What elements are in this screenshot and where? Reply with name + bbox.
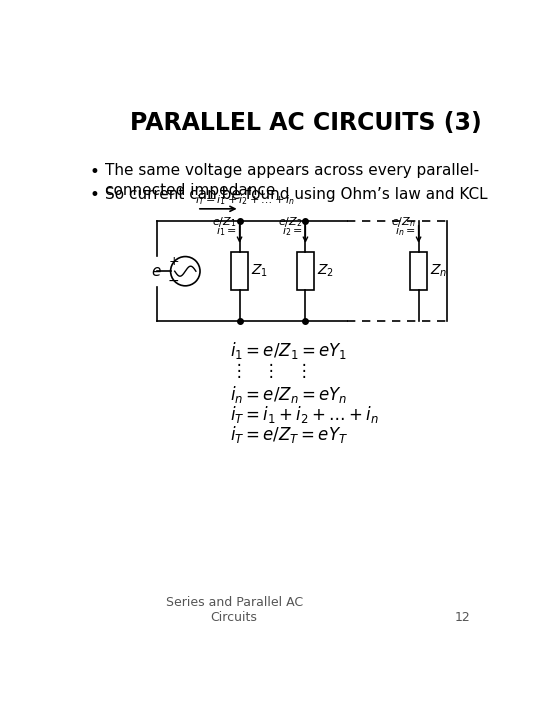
Text: $i_2 =$: $i_2 =$ [282, 224, 302, 238]
Text: −: − [168, 274, 179, 288]
Text: So current can be found using Ohm’s law and KCL: So current can be found using Ohm’s law … [105, 186, 487, 202]
Text: $i_T = i_1 + i_2 + \ldots + i_n$: $i_T = i_1 + i_2 + \ldots + i_n$ [230, 404, 379, 425]
Text: •: • [89, 186, 99, 204]
Text: $i_1 = e/Z_1 = eY_1$: $i_1 = e/Z_1 = eY_1$ [230, 341, 347, 361]
Bar [410, 252, 427, 290]
Text: $Z_n$: $Z_n$ [430, 263, 448, 279]
Text: $i_1 =$: $i_1 =$ [216, 224, 237, 238]
Text: 12: 12 [455, 611, 471, 624]
Text: $e/Z_1$: $e/Z_1$ [212, 215, 237, 229]
Text: •: • [89, 163, 99, 181]
Bar [231, 252, 248, 290]
Text: +: + [168, 256, 179, 269]
Text: $Z_2$: $Z_2$ [317, 263, 334, 279]
Text: $\vdots \quad \vdots \quad \vdots$: $\vdots \quad \vdots \quad \vdots$ [230, 361, 307, 379]
Text: $e/Z_n$: $e/Z_n$ [391, 215, 415, 229]
Text: $e/Z_2$: $e/Z_2$ [278, 215, 302, 229]
Bar [297, 252, 314, 290]
Text: $i_T = i_1 + i_2 + \ldots + i_n$: $i_T = i_1 + i_2 + \ldots + i_n$ [195, 194, 295, 207]
Text: $i_n = e/Z_n = eY_n$: $i_n = e/Z_n = eY_n$ [230, 384, 348, 405]
Text: PARALLEL AC CIRCUITS (3): PARALLEL AC CIRCUITS (3) [130, 112, 481, 135]
Text: The same voltage appears across every parallel-
connected impedance: The same voltage appears across every pa… [105, 163, 479, 198]
Text: $i_n =$: $i_n =$ [395, 224, 415, 238]
Text: Series and Parallel AC
Circuits: Series and Parallel AC Circuits [166, 596, 303, 624]
Text: $Z_1$: $Z_1$ [251, 263, 268, 279]
Text: $i_T = e/Z_T = eY_T$: $i_T = e/Z_T = eY_T$ [230, 423, 348, 445]
Text: $e$: $e$ [151, 264, 162, 279]
